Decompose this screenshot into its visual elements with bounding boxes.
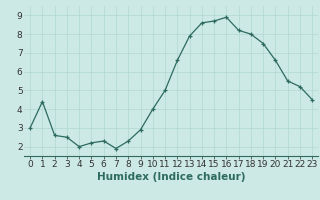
X-axis label: Humidex (Indice chaleur): Humidex (Indice chaleur) (97, 172, 245, 182)
